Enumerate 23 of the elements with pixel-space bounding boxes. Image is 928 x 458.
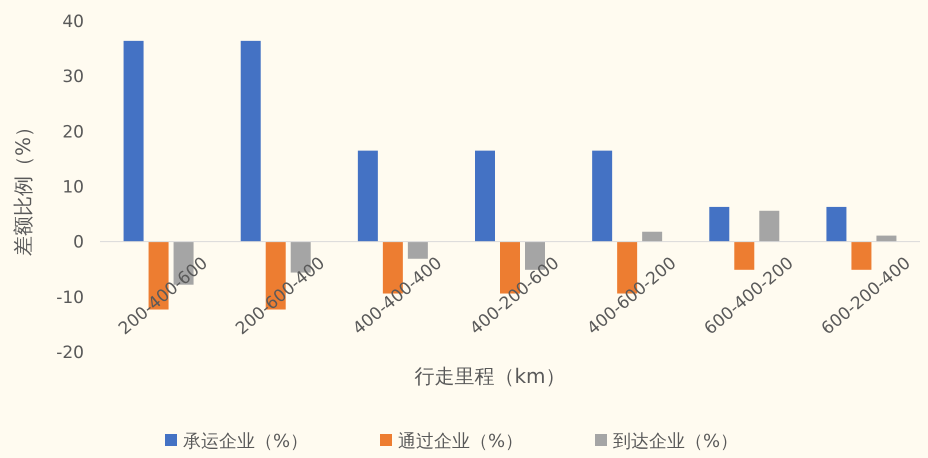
y-tick-label: 20: [62, 122, 84, 142]
x-axis-title: 行走里程（km）: [414, 364, 566, 388]
y-tick-label: 0: [73, 232, 84, 253]
bar: [826, 206, 846, 242]
legend-label: 通过企业（%）: [398, 431, 524, 452]
bar: [124, 40, 144, 242]
bar: [876, 236, 896, 242]
bar: [240, 40, 261, 242]
bar: [642, 232, 662, 242]
y-axis-title: 差额比例（%）: [11, 116, 35, 256]
bar: [592, 150, 612, 242]
legend-label: 到达企业（%）: [613, 431, 738, 452]
bar: [759, 210, 780, 242]
bar: [709, 206, 730, 242]
y-tick-label: -10: [56, 288, 84, 308]
y-tick-label: 10: [62, 178, 84, 198]
bar: [358, 150, 378, 242]
y-tick-label: 40: [62, 12, 84, 32]
legend-label: 承运企业（%）: [183, 431, 308, 452]
y-tick-label: 30: [62, 67, 84, 88]
bar: [475, 150, 495, 242]
y-tick-label: -20: [56, 343, 84, 363]
bar: [408, 242, 428, 259]
